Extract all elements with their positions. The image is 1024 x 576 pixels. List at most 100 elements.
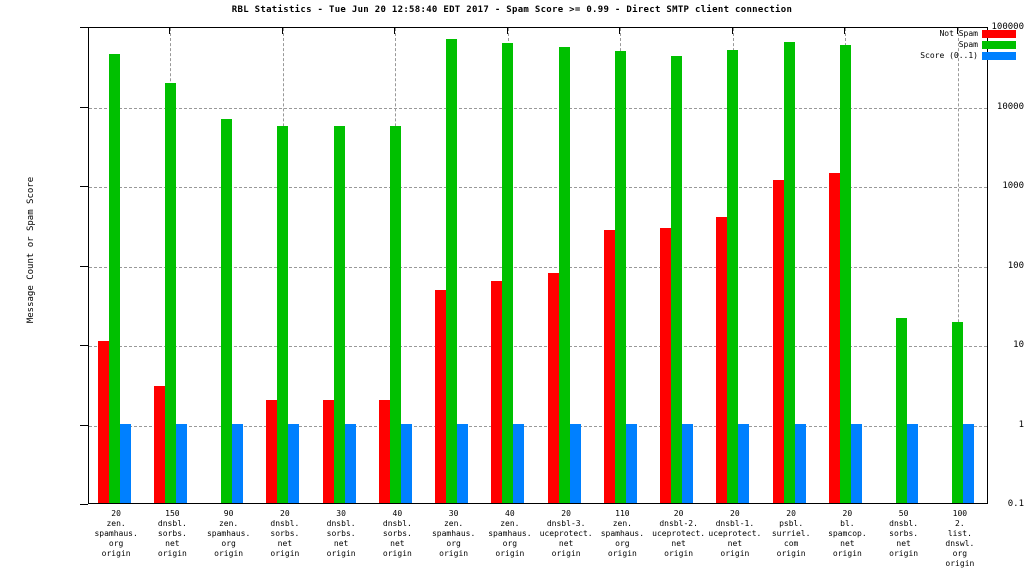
y-tick-label: 10000 (996, 101, 1024, 112)
x-tick-label-line: dnswl. (945, 539, 975, 548)
gridline-y (89, 346, 987, 347)
x-tick-label-line: 20 (842, 509, 853, 518)
x-tick-label-line: spamhaus. (94, 529, 138, 538)
bar-score-0-1 (175, 423, 187, 503)
gridline-y (89, 107, 987, 109)
x-tick-label-line: 100 (952, 509, 968, 518)
bar-score-0-1 (513, 423, 525, 503)
bar-spam (896, 318, 908, 503)
gridline-x (957, 28, 959, 503)
y-tick-mark (80, 424, 88, 426)
x-tick-label: 100 2. list. dnswl. org origin (932, 509, 988, 569)
bar-spam (333, 126, 345, 503)
y-tick-label: 1000 (1002, 181, 1024, 191)
x-tick-label-line: origin (945, 559, 975, 568)
chart-title: RBL Statistics - Tue Jun 20 12:58:40 EDT… (231, 5, 793, 15)
y-tick-mark (80, 186, 88, 187)
x-tick-label-line: spamcop. (828, 529, 867, 538)
bar-spam (839, 44, 851, 503)
bar-score-0-1 (400, 423, 412, 503)
x-tick-label-line: sorbs. (382, 529, 412, 538)
legend-label: Spam (958, 40, 978, 49)
x-tick-label-line: spamhaus. (600, 529, 645, 538)
bar-score-0-1 (119, 423, 131, 503)
x-tick-label: 110 zen. spamhaus. org origin (594, 509, 650, 559)
x-tick-label: 90 zen. spamhaus. org origin (201, 509, 257, 559)
x-tick-label-line: origin (326, 549, 356, 558)
x-tick-label-line: origin (607, 549, 637, 558)
x-tick-label-line: 30 (336, 509, 346, 518)
x-tick-mark (956, 27, 958, 34)
bar-not-spam (435, 289, 447, 503)
x-tick-label-line: spamhaus. (431, 529, 476, 538)
x-tick-label-line: origin (382, 549, 412, 558)
x-tick-label-line: 110 (615, 509, 630, 518)
x-tick-label-line: uceprotect. (539, 529, 593, 538)
gridline-y (89, 266, 987, 268)
x-tick-mark (731, 27, 733, 34)
y-tick-mark (80, 106, 88, 108)
bar-score-0-1 (963, 423, 975, 503)
x-tick-label: 30 dnsbl. sorbs. net origin (313, 509, 369, 559)
x-tick-label-line: 40 (505, 509, 515, 518)
legend-label: Score (0..1) (920, 51, 978, 60)
x-tick-label: 30 zen. spamhaus. org origin (426, 509, 482, 559)
x-tick-label-line: origin (664, 549, 694, 558)
x-tick-label-line: origin (776, 549, 806, 558)
x-tick-label-line: dnsbl. (382, 519, 412, 528)
bar-score-0-1 (738, 423, 750, 503)
bar-not-spam (660, 227, 672, 503)
legend-label: Not Spam (939, 29, 978, 38)
bar-score-0-1 (457, 423, 469, 503)
x-tick-label-line: net (896, 539, 911, 548)
x-tick-label: 40 dnsbl. sorbs. net origin (369, 509, 425, 559)
y-tick-mark (80, 504, 88, 505)
x-tick-label-line: surriel. (771, 529, 811, 538)
legend: Not Spam Spam Score (0..1) (920, 28, 1016, 61)
x-tick-label: 20 dnsbl-3. uceprotect. net origin (538, 509, 594, 559)
x-tick-label: 20 dnsbl. sorbs. net origin (257, 509, 313, 559)
x-tick-label-line: sorbs. (326, 529, 356, 538)
bar-spam (558, 47, 570, 503)
x-tick-label-line: 20 (280, 509, 290, 518)
x-tick-label-line: 2. (955, 519, 965, 528)
x-tick-label-line: org (502, 539, 518, 548)
y-axis-title: Message Count or Spam Score (26, 176, 36, 324)
x-tick-mark (281, 27, 283, 34)
y-tick-mark (80, 265, 88, 267)
x-tick-label-line: net (165, 539, 180, 548)
x-tick-label-line: org (221, 539, 236, 548)
x-tick-label-line: uceprotect. (652, 529, 706, 538)
x-tick-label-line: 90 (223, 509, 234, 518)
x-tick-label-line: sorbs. (157, 529, 187, 538)
bar-score-0-1 (625, 423, 637, 503)
bar-not-spam (97, 340, 109, 503)
plot-area (88, 27, 988, 504)
x-tick-label-line: origin (157, 549, 187, 558)
bar-not-spam (716, 216, 728, 503)
legend-item: Spam (920, 39, 1016, 50)
gridline-y (89, 187, 987, 188)
x-tick-label-line: spamhaus. (206, 529, 251, 538)
x-tick-label-line: net (558, 539, 574, 548)
x-tick-label-line: dnsbl. (270, 519, 300, 528)
x-tick-label-line: org (446, 539, 461, 548)
x-tick-label-line: org (952, 549, 968, 558)
x-tick-label-line: net (840, 539, 855, 548)
x-tick-label-line: dnsbl. (326, 519, 356, 528)
x-tick-label-line: origin (889, 549, 919, 558)
bar-not-spam (772, 180, 784, 503)
bar-not-spam (322, 399, 334, 503)
legend-swatch (982, 40, 1016, 49)
bar-not-spam (491, 281, 503, 503)
y-tick-label: 100 (1007, 260, 1024, 271)
gridline-y (89, 425, 987, 427)
bar-score-0-1 (850, 423, 862, 503)
bar-score-0-1 (569, 423, 581, 503)
y-tick-label: 10 (1013, 340, 1024, 350)
x-tick-label-line: dnsbl-1. (715, 519, 755, 528)
bar-spam (952, 321, 964, 503)
x-tick-label: 20 psbl. surriel. com origin (763, 509, 819, 559)
bar-spam (671, 55, 683, 503)
